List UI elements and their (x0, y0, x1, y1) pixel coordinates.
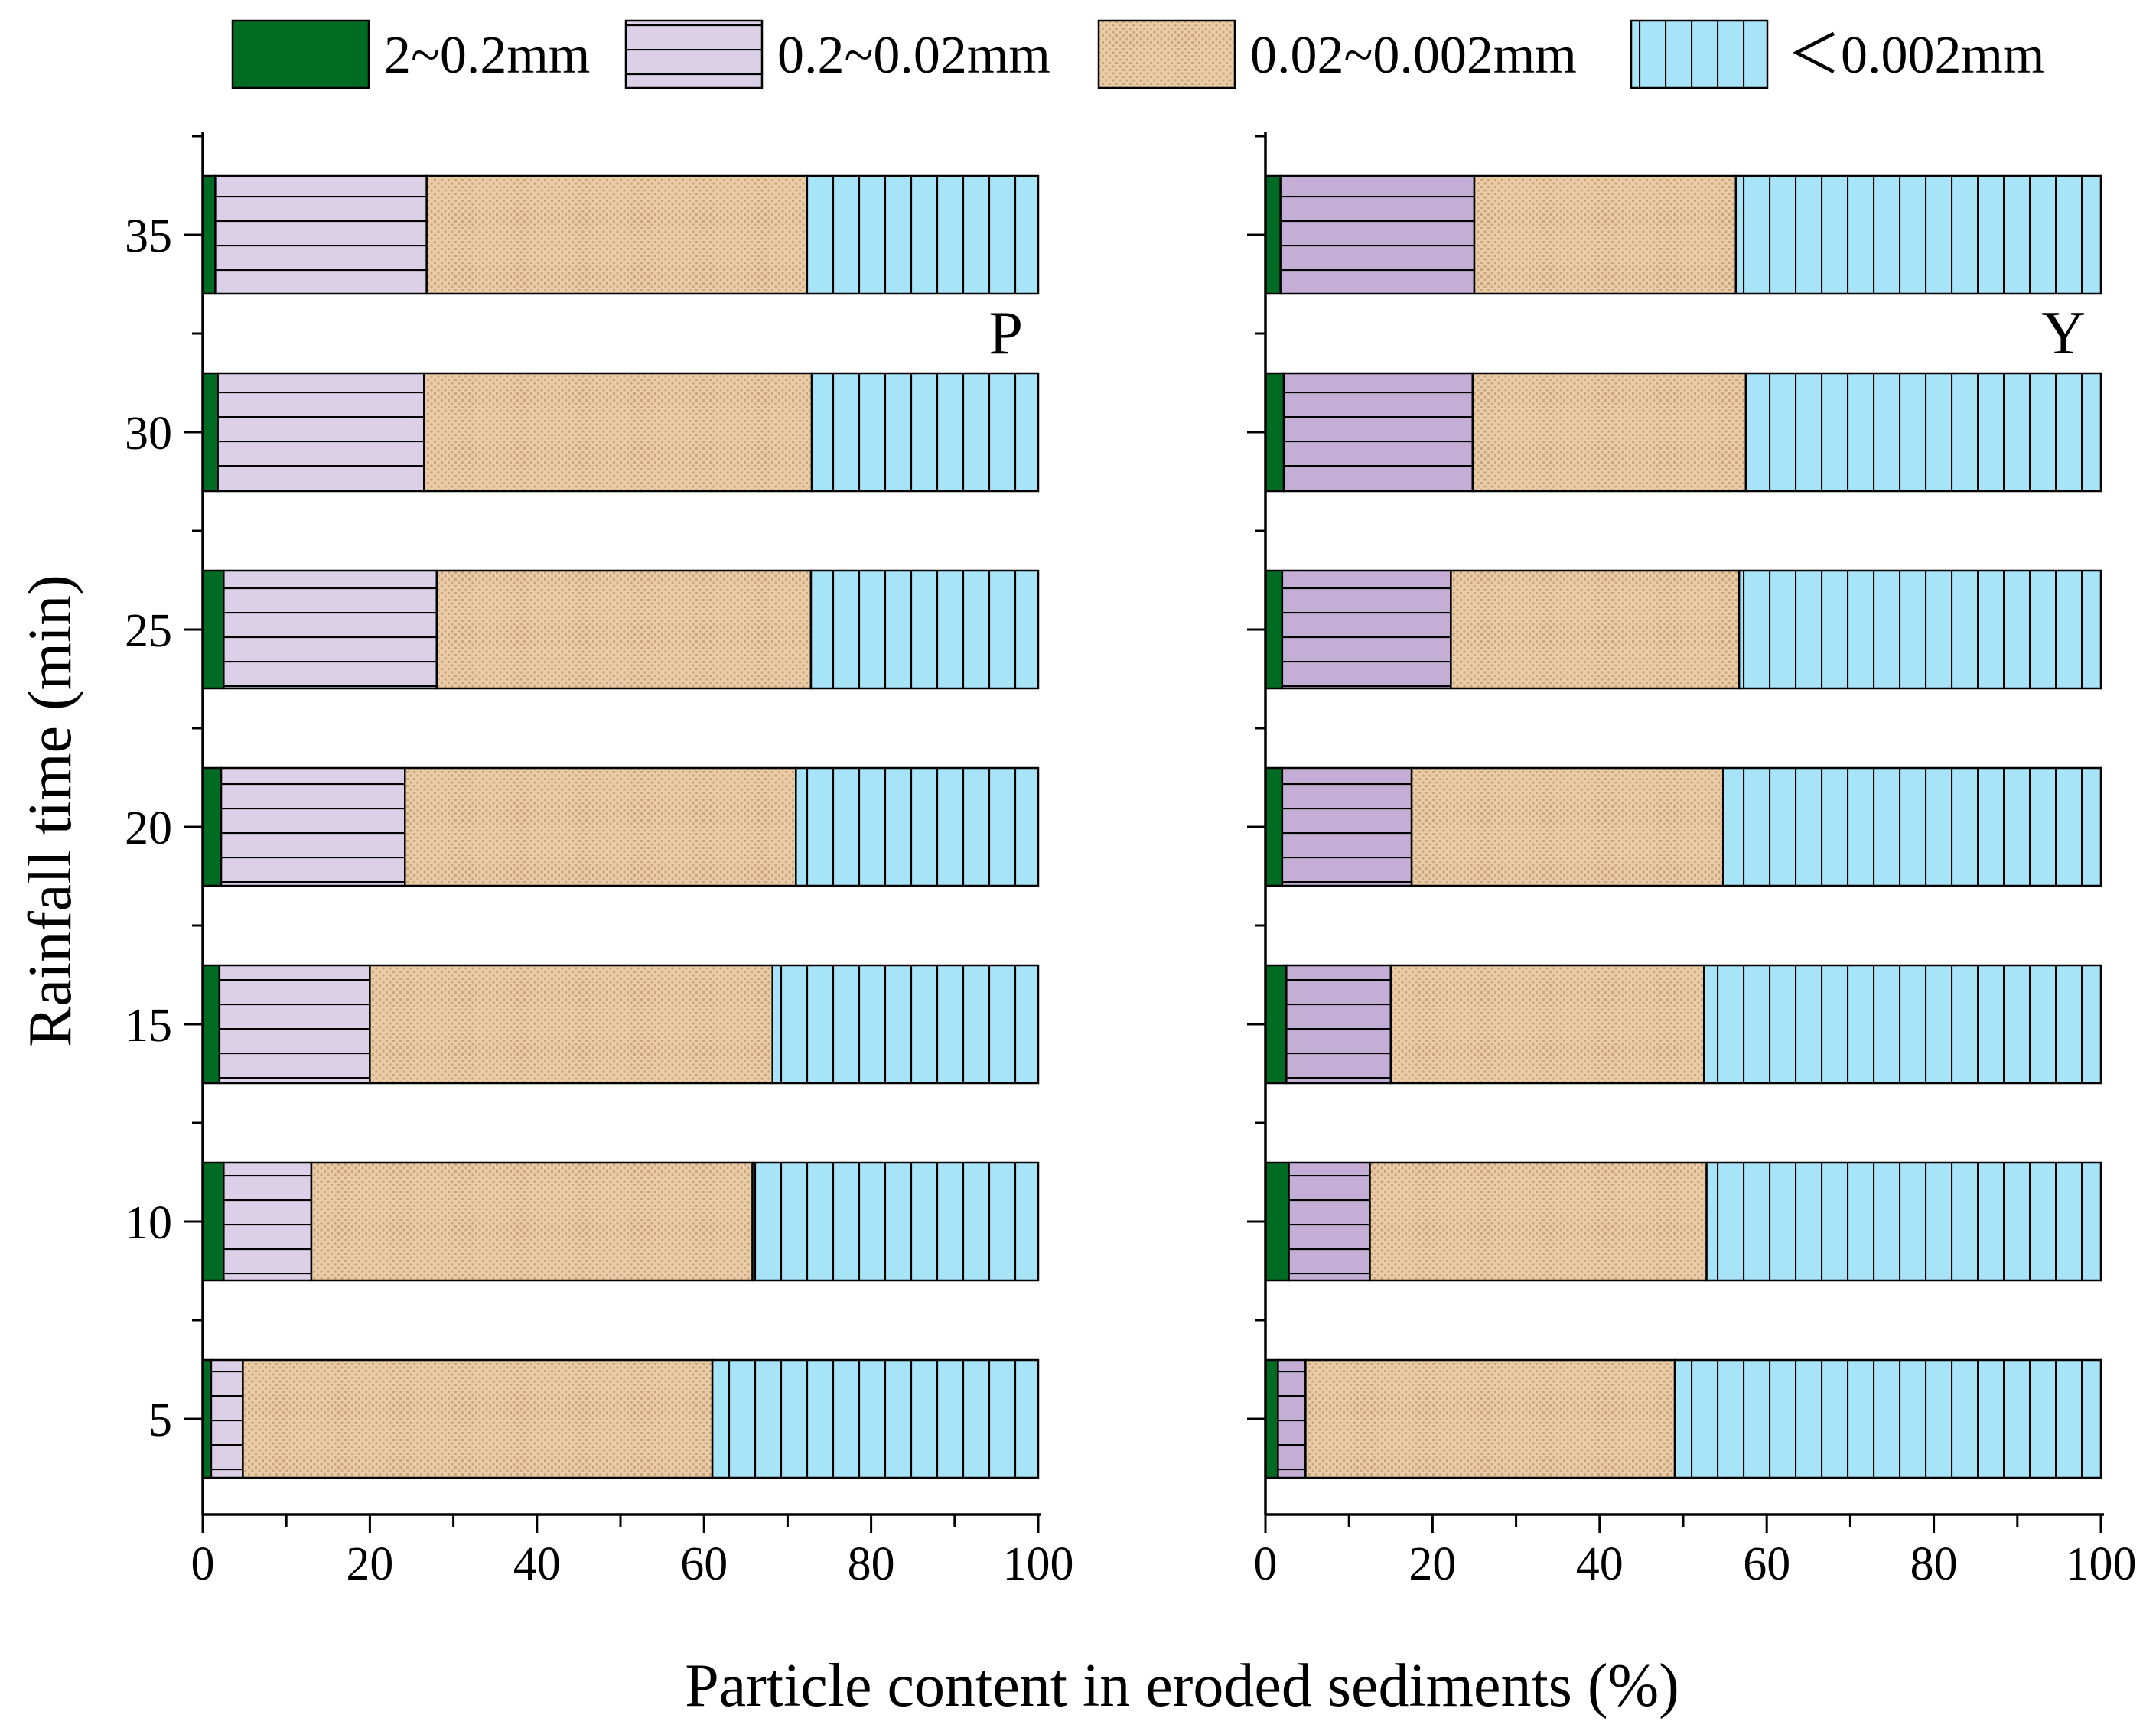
y-tick-label: 25 (125, 605, 172, 657)
bar-y-t5-seg3 (1673, 1358, 2102, 1479)
bar-y-t10-seg2 (1369, 1161, 1708, 1282)
x-axis-title: Particle content in eroded sediments (%) (685, 1652, 1679, 1720)
x-tick-label: 20 (346, 1538, 393, 1590)
x-tick-label: 0 (191, 1538, 215, 1590)
x-tick-label: 60 (680, 1538, 728, 1590)
legend-swatch-3 (1630, 19, 1769, 89)
bar-y-t20-seg0 (1264, 766, 1284, 887)
y-tick-label: 5 (148, 1394, 172, 1446)
legend-item-0: 2~0.2mm (231, 19, 590, 89)
legend-label-0: 2~0.2mm (384, 26, 590, 85)
x-tick-label: 40 (513, 1538, 561, 1590)
bar-y-t35-seg3 (1734, 174, 2102, 295)
bar-p-t5-seg3 (711, 1358, 1040, 1479)
x-tick-label: 40 (1576, 1538, 1624, 1590)
bar-p-t10-seg1 (223, 1161, 313, 1282)
bar-p-t30-seg0 (201, 372, 219, 493)
bar-p-t15-seg0 (201, 964, 221, 1085)
bar-y-t25-seg0 (1264, 569, 1284, 690)
bar-y-t20-seg1 (1281, 766, 1413, 887)
bar-p-t10-seg3 (751, 1161, 1040, 1282)
legend-label-3: ＜0.002mm (1787, 26, 2044, 85)
y-tick-label: 35 (125, 210, 172, 262)
x-tick-label: 60 (1743, 1538, 1790, 1590)
bar-y-t15-seg1 (1285, 964, 1392, 1085)
legend-swatch-0 (231, 19, 370, 89)
bar-p-t30-seg1 (217, 372, 425, 493)
bar-p-t25-seg2 (435, 569, 813, 690)
bar-y-t10-seg0 (1264, 1161, 1290, 1282)
bar-p-t5-seg2 (242, 1358, 714, 1479)
legend-label-2: 0.02~0.002mm (1250, 26, 1577, 85)
panel-p: 0 20 40 60 80 100 5 10 15 20 25 30 35 P (125, 132, 1074, 1590)
bar-p-t15-seg2 (369, 964, 773, 1085)
bar-y-t10-seg1 (1288, 1161, 1371, 1282)
x-tick-label: 80 (1910, 1538, 1958, 1590)
bar-p-t30-seg2 (423, 372, 813, 493)
bar-p-t35-seg3 (806, 174, 1040, 295)
bar-y-t35-seg0 (1264, 174, 1282, 295)
legend: 2~0.2mm 0.2~0.02mm 0.02~0.002mm ＜0.002mm (231, 19, 2044, 89)
bar-y-t25-seg1 (1281, 569, 1452, 690)
x-tick-label: 100 (2066, 1538, 2137, 1590)
bar-y-t20-seg3 (1722, 766, 2102, 887)
legend-item-3: ＜0.002mm (1630, 19, 2044, 89)
bar-y-t15-seg3 (1703, 964, 2102, 1085)
bar-p-t25-seg3 (809, 569, 1040, 690)
x-tick-label: 100 (1003, 1538, 1074, 1590)
x-tick-label: 20 (1409, 1538, 1456, 1590)
y-tick-label: 30 (125, 408, 172, 460)
legend-item-2: 0.02~0.002mm (1097, 19, 1577, 89)
panel-label-y: Y (2041, 300, 2086, 367)
bar-y-t5-seg0 (1264, 1358, 1279, 1479)
bar-y-t5-seg2 (1304, 1358, 1676, 1479)
bar-y-t25-seg2 (1450, 569, 1741, 690)
bar-y-t10-seg3 (1705, 1161, 2102, 1282)
bar-y-t30-seg2 (1471, 372, 1747, 493)
legend-swatch-1 (624, 19, 764, 89)
bar-p-t30-seg3 (810, 372, 1040, 493)
bar-y-t35-seg1 (1279, 174, 1476, 295)
y-axis-title: Rainfall time (min) (17, 574, 84, 1047)
y-tick-label: 10 (125, 1197, 172, 1249)
bar-y-t15-seg0 (1264, 964, 1288, 1085)
bar-p-t15-seg1 (218, 964, 371, 1085)
bar-y-t30-seg3 (1744, 372, 2102, 493)
bar-p-t10-seg0 (201, 1161, 225, 1282)
bar-p-t15-seg3 (771, 964, 1040, 1085)
bar-p-t25-seg0 (201, 569, 225, 690)
bar-y-t25-seg3 (1738, 569, 2102, 690)
bar-y-t30-seg1 (1282, 372, 1474, 493)
bar-p-t35-seg2 (425, 174, 808, 295)
legend-item-1: 0.2~0.02mm (624, 19, 1050, 89)
legend-label-1: 0.2~0.02mm (777, 26, 1050, 85)
bar-p-t20-seg1 (220, 766, 406, 887)
bar-p-t20-seg2 (404, 766, 797, 887)
y-tick-label: 20 (125, 802, 172, 854)
bar-p-t35-seg0 (201, 174, 217, 295)
bar-y-t15-seg2 (1389, 964, 1705, 1085)
bar-p-t20-seg3 (795, 766, 1040, 887)
legend-swatch-2 (1097, 19, 1236, 89)
bar-p-t25-seg1 (223, 569, 438, 690)
panel-label-p: P (989, 300, 1024, 367)
bar-p-t20-seg0 (201, 766, 223, 887)
x-tick-label: 80 (848, 1538, 895, 1590)
bar-y-t35-seg2 (1473, 174, 1738, 295)
x-tick-label: 0 (1254, 1538, 1278, 1590)
bar-y-t20-seg2 (1410, 766, 1724, 887)
bar-y-t5-seg1 (1277, 1358, 1307, 1479)
bar-p-t35-seg1 (214, 174, 428, 295)
panel-y: 0 20 40 60 80 100 Y (1247, 132, 2137, 1590)
bar-p-t5-seg1 (210, 1358, 244, 1479)
y-tick-label: 15 (125, 1000, 172, 1052)
bar-y-t30-seg0 (1264, 372, 1285, 493)
bar-p-t10-seg2 (310, 1161, 754, 1282)
